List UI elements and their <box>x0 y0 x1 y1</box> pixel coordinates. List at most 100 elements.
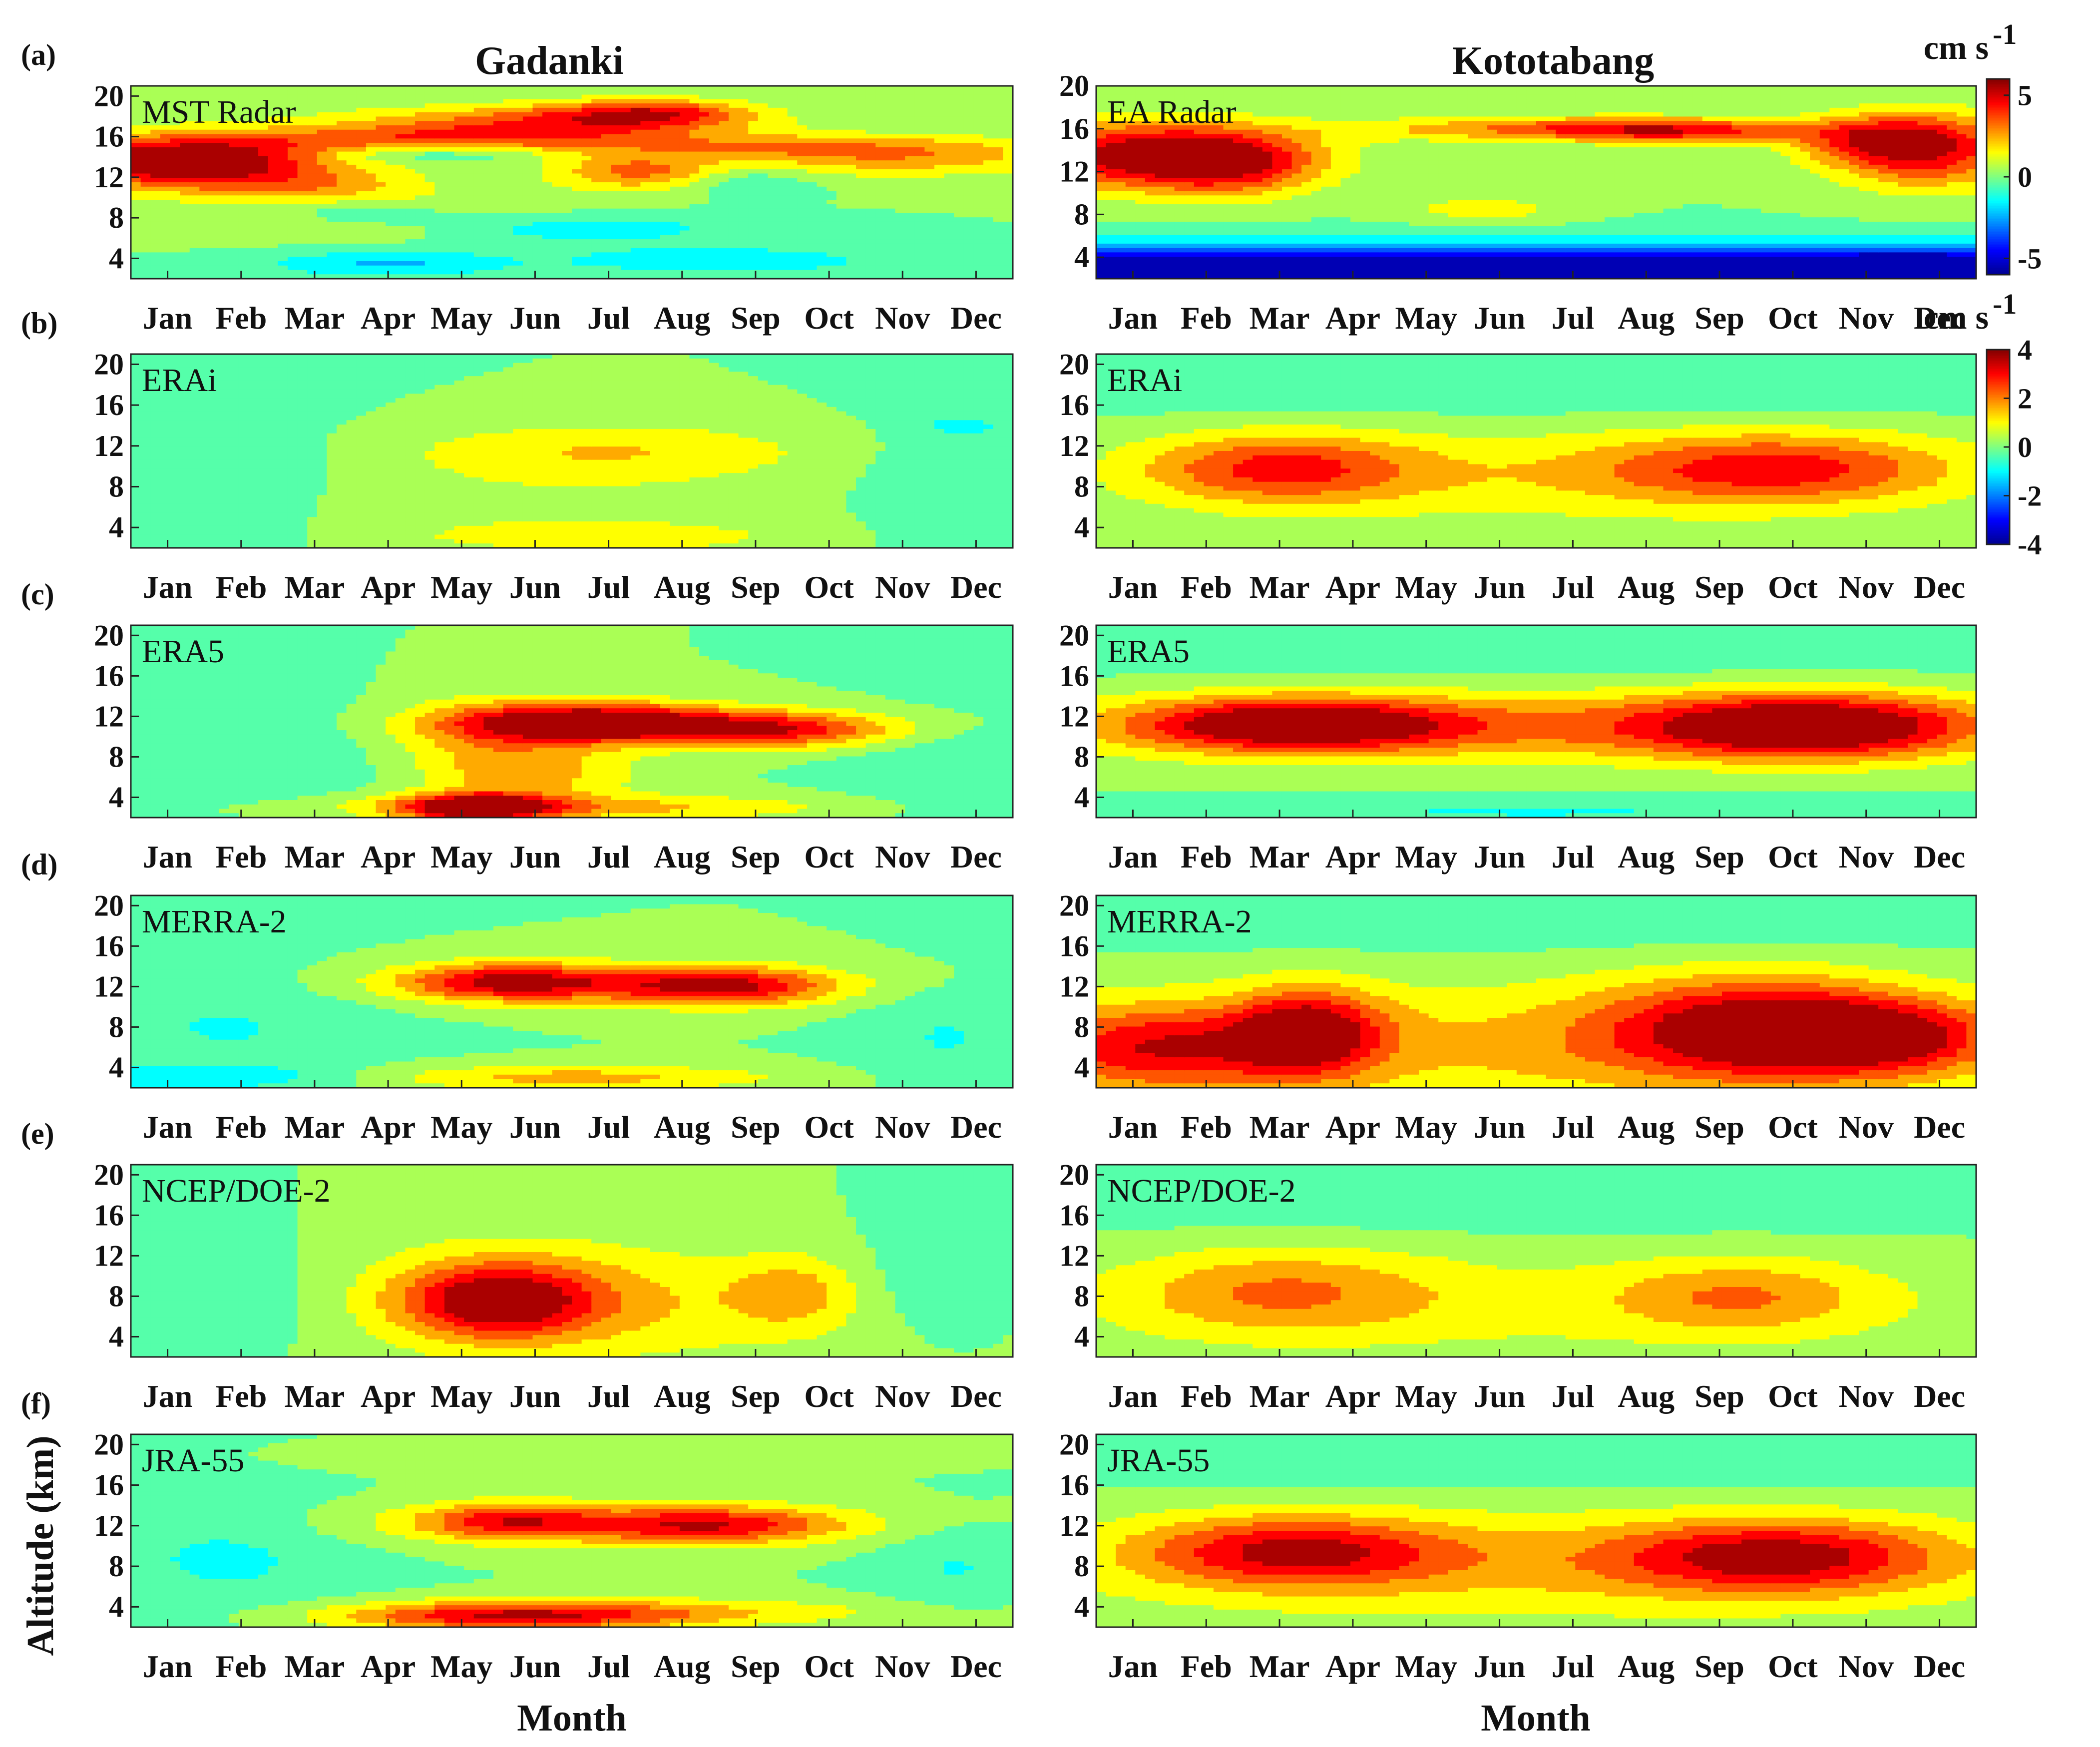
contour-cell <box>611 252 621 257</box>
contour-cell <box>1262 134 1273 139</box>
contour-cell <box>611 173 621 179</box>
contour-cell <box>963 138 974 143</box>
contour-cell <box>895 173 905 179</box>
contour-cell <box>287 156 298 161</box>
contour-cell <box>905 204 915 209</box>
contour-cell <box>346 204 357 209</box>
contour-cell <box>865 274 876 279</box>
contour-cell <box>973 90 984 95</box>
contour-cell <box>238 257 249 262</box>
contour-cell <box>376 243 386 249</box>
contour-cell <box>699 178 710 183</box>
contour-cell <box>337 195 347 200</box>
contour-cell <box>944 134 955 139</box>
contour-cell <box>611 116 621 121</box>
contour-cell <box>346 265 357 271</box>
contour-cell <box>1096 265 1107 271</box>
contour-cell <box>219 116 230 121</box>
contour-cell <box>140 265 151 271</box>
contour-cell <box>1223 129 1234 135</box>
contour-cell <box>1125 257 1136 262</box>
contour-cell <box>1204 90 1214 95</box>
contour-cell <box>327 217 337 222</box>
contour-cell <box>1253 143 1263 148</box>
contour-cell <box>1213 173 1224 179</box>
contour-cell <box>522 169 533 174</box>
contour-cell <box>983 86 994 91</box>
contour-cell <box>650 94 661 100</box>
contour-cell <box>797 195 808 200</box>
contour-cell <box>424 103 435 108</box>
contour-cell <box>1106 195 1116 200</box>
contour-cell <box>611 235 621 240</box>
contour-cell <box>395 116 406 121</box>
contour-cell <box>405 261 416 266</box>
contour-cell <box>395 182 406 187</box>
contour-cell <box>885 257 896 262</box>
contour-cell <box>1204 125 1214 130</box>
contour-cell <box>258 235 269 240</box>
contour-cell <box>160 186 171 192</box>
contour-cell <box>189 265 200 271</box>
contour-cell <box>405 265 416 271</box>
contour-cell <box>1262 125 1273 130</box>
contour-cell <box>797 134 808 139</box>
contour-cell <box>395 169 406 174</box>
contour-cell <box>503 103 514 108</box>
contour-cell <box>660 191 671 196</box>
contour-cell <box>679 217 690 222</box>
contour-cell <box>150 182 161 187</box>
contour-cell <box>503 274 514 279</box>
contour-cell <box>787 182 798 187</box>
contour-cell <box>1165 156 1175 161</box>
contour-cell <box>513 208 523 214</box>
contour-cell <box>738 243 749 249</box>
contour-cell <box>219 169 230 174</box>
contour-cell <box>621 261 631 266</box>
contour-cell <box>572 86 582 91</box>
contour-cell <box>983 239 994 244</box>
contour-cell <box>973 265 984 271</box>
contour-cell <box>189 151 200 157</box>
contour-cell <box>1281 191 1292 196</box>
contour-cell <box>944 213 955 218</box>
contour-cell <box>689 164 700 170</box>
contour-cell <box>1223 151 1234 157</box>
contour-cell <box>248 112 259 117</box>
contour-cell <box>140 121 151 126</box>
contour-cell <box>180 178 190 183</box>
contour-cell <box>1155 151 1165 157</box>
contour-cell <box>993 151 1004 157</box>
contour-cell <box>758 143 769 148</box>
contour-cell <box>738 252 749 257</box>
contour-cell <box>905 112 915 117</box>
contour-cell <box>768 239 778 244</box>
contour-cell <box>503 94 514 100</box>
contour-cell <box>219 248 230 253</box>
contour-cell <box>621 243 631 249</box>
contour-cell <box>875 230 886 236</box>
contour-cell <box>395 261 406 266</box>
contour-cell <box>1165 191 1175 196</box>
contour-cell <box>963 213 974 218</box>
contour-cell <box>493 156 504 161</box>
contour-cell <box>268 186 279 192</box>
contour-cell <box>199 257 210 262</box>
contour-cell <box>209 221 220 227</box>
contour-cell <box>679 90 690 95</box>
contour-cell <box>924 156 935 161</box>
contour-cell <box>836 204 847 209</box>
contour-cell <box>924 213 935 218</box>
contour-cell <box>199 147 210 152</box>
contour-cell <box>552 186 563 192</box>
contour-cell <box>552 121 563 126</box>
contour-cell <box>1145 107 1156 113</box>
contour-cell <box>954 99 964 104</box>
contour-cell <box>395 178 406 183</box>
contour-cell <box>1184 178 1195 183</box>
contour-cell <box>865 261 876 266</box>
contour-cell <box>660 195 671 200</box>
contour-cell <box>621 221 631 227</box>
contour-cell <box>983 134 994 139</box>
